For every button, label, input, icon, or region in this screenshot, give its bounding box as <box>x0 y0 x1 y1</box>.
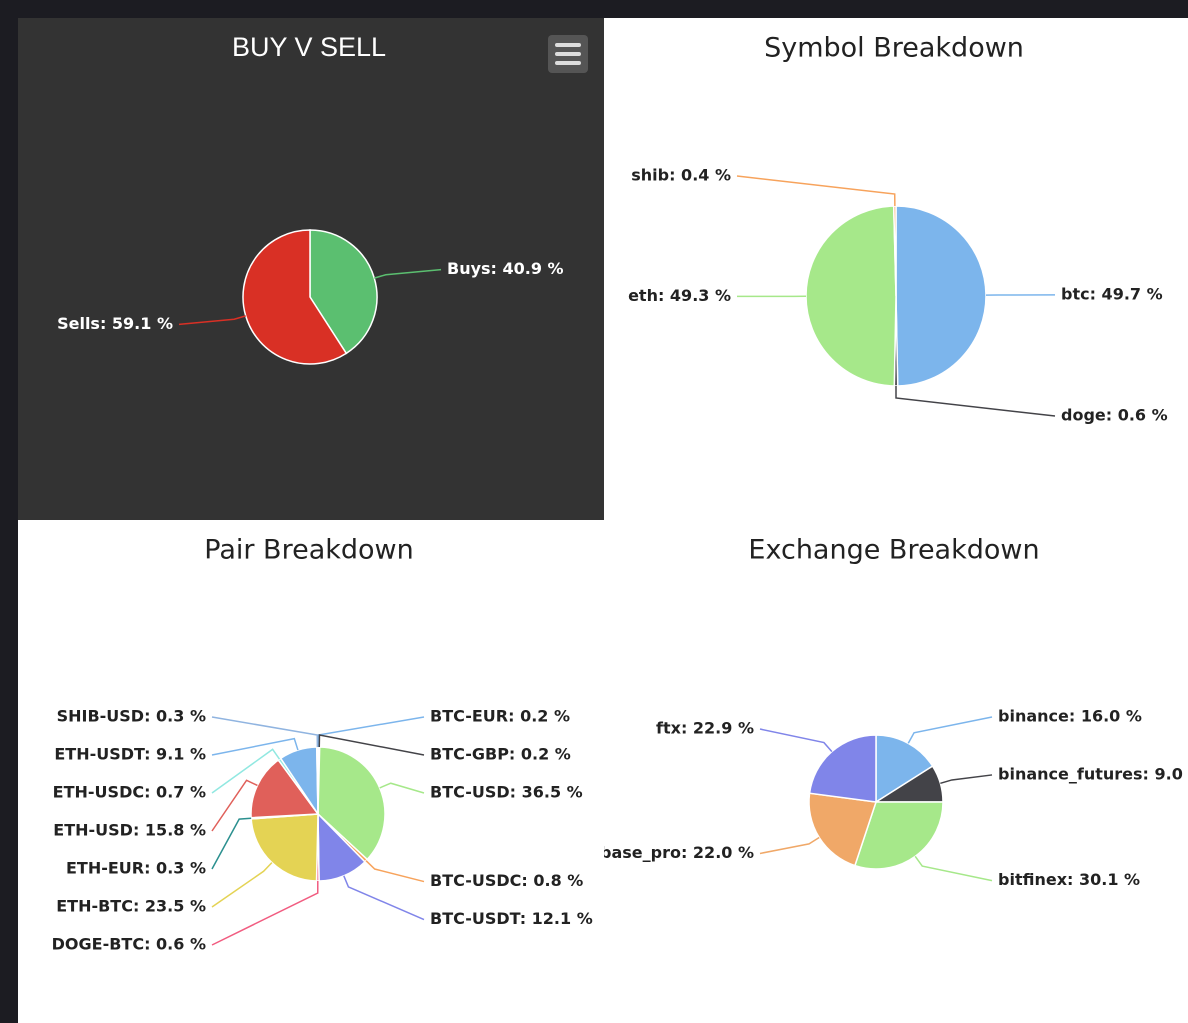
pie-slice <box>250 813 319 882</box>
data-label: SHIB-USD: 0.3 % <box>57 707 206 726</box>
chart-title: Pair Breakdown <box>204 535 413 566</box>
data-label: btc: 49.7 % <box>1061 284 1163 303</box>
data-label: ftx: 22.9 % <box>656 719 754 738</box>
connector <box>374 268 442 279</box>
connector <box>895 386 1056 417</box>
menu-bar <box>555 52 581 56</box>
data-label: ETH-USD: 15.8 % <box>53 821 206 840</box>
data-label: ETH-BTC: 23.5 % <box>56 897 206 916</box>
data-label: binance_futures: 9.0 % <box>998 764 1188 783</box>
connector <box>211 737 299 756</box>
chart-panel: Pair Breakdown BTC-EUR: 0.2 % BTC-GBP: 0.2… <box>18 520 604 1023</box>
connector <box>318 734 425 756</box>
connector <box>211 880 319 946</box>
pie-slice <box>808 792 877 867</box>
pie-slice <box>315 746 319 815</box>
data-label: ETH-USDC: 0.7 % <box>53 783 206 802</box>
data-label: bitfinex: 30.1 % <box>998 870 1140 889</box>
connector <box>379 782 425 794</box>
pie-slice <box>853 801 944 870</box>
pie-slice <box>895 205 987 387</box>
connector <box>211 817 252 870</box>
connector <box>317 716 425 748</box>
connector <box>211 779 258 832</box>
data-label: ETH-EUR: 0.3 % <box>66 859 206 878</box>
connector <box>940 774 993 785</box>
data-label: BTC-GBP: 0.2 % <box>430 745 571 764</box>
chart-panel: Symbol Breakdown btc: 49.7 % doge: 0.6 % et… <box>604 18 1188 520</box>
data-label: binance: 16.0 % <box>998 706 1142 725</box>
chart-panel: Exchange Breakdown binance: 16.0 % binance… <box>563 520 1188 1023</box>
data-label: Sells: 59.1 % <box>57 314 173 333</box>
connector <box>759 836 820 855</box>
connector <box>211 862 273 908</box>
chart-title: Exchange Breakdown <box>748 535 1039 566</box>
data-label: DOGE-BTC: 0.6 % <box>52 935 206 954</box>
data-label: ETH-USDT: 9.1 % <box>54 745 206 764</box>
chart-panel: BUY V SELL Buys: 40.9 % Sells: 59.1 % <box>18 18 604 520</box>
pie-slice <box>242 229 348 365</box>
connector <box>211 748 281 794</box>
data-label: doge: 0.6 % <box>1061 406 1168 425</box>
chart-title: Symbol Breakdown <box>764 33 1024 64</box>
pie-slice <box>317 746 386 861</box>
data-label: coinbase_pro: 22.0 % <box>563 843 754 862</box>
connector <box>759 728 833 753</box>
connector <box>343 875 425 921</box>
data-label: BTC-USDT: 12.1 % <box>430 909 593 928</box>
connector <box>907 716 993 744</box>
data-label: shib: 0.4 % <box>631 166 731 185</box>
data-label: eth: 49.3 % <box>628 286 731 305</box>
connector <box>211 716 319 748</box>
chart-title: BUY V SELL <box>232 32 386 62</box>
connector <box>914 855 993 882</box>
connector <box>736 175 896 207</box>
pie-slice <box>808 734 877 803</box>
menu-bar <box>555 61 581 65</box>
data-label: BTC-USD: 36.5 % <box>430 783 583 802</box>
pie-slice <box>875 734 934 804</box>
data-label: BTC-USDC: 0.8 % <box>430 871 583 890</box>
data-label: Buys: 40.9 % <box>447 259 564 278</box>
data-label: BTC-EUR: 0.2 % <box>430 707 570 726</box>
menu-button[interactable] <box>548 35 588 73</box>
connector <box>365 860 425 883</box>
connector <box>178 315 246 326</box>
menu-bar <box>555 43 581 47</box>
